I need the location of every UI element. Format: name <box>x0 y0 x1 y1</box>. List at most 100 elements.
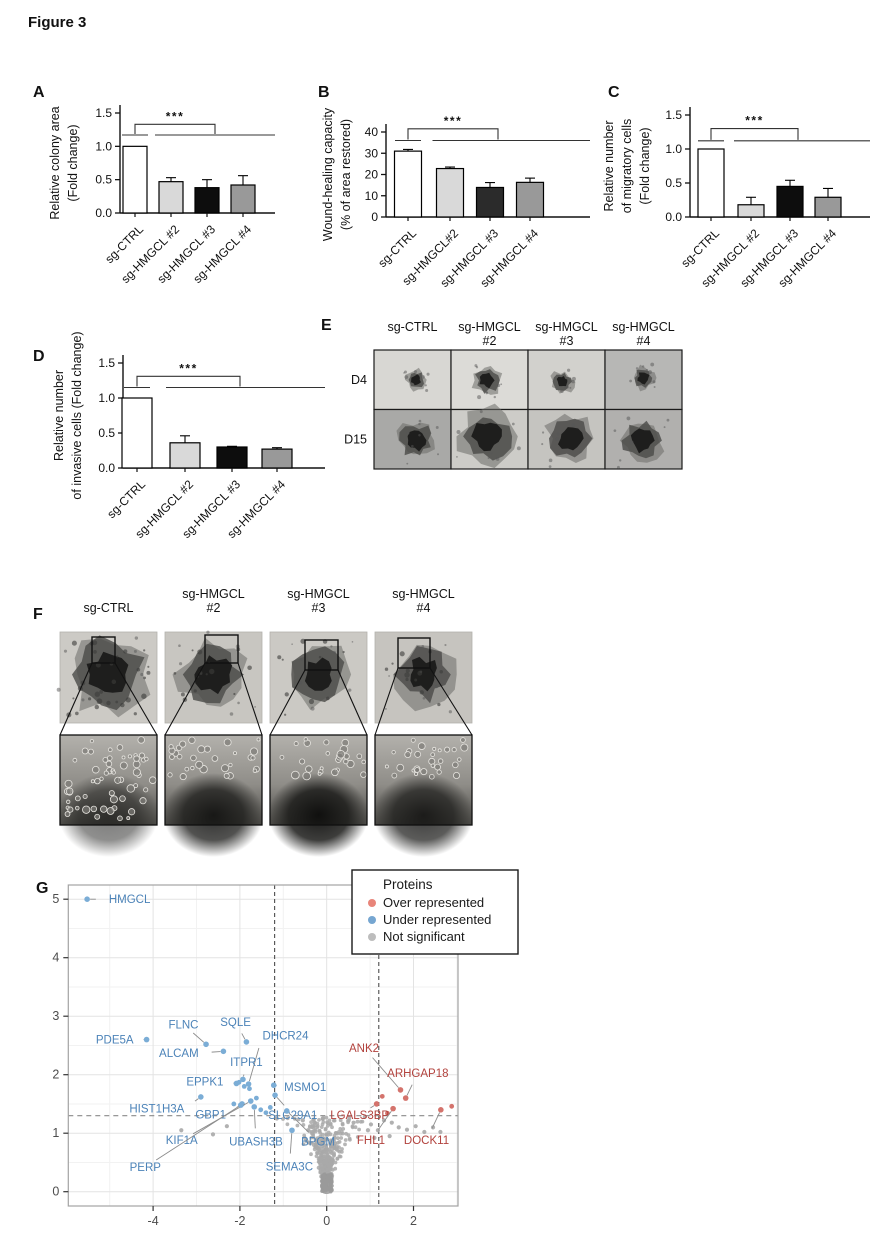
ns-point <box>343 1138 348 1142</box>
f-zoom-cell-bubble <box>414 750 422 758</box>
gene-label-FLNC: FLNC <box>168 1019 198 1031</box>
ns-point <box>318 1131 323 1135</box>
spheroid-speckle <box>332 650 336 654</box>
spheroid-core <box>411 374 421 386</box>
ns-point <box>326 1130 331 1135</box>
f-zoom-cell-bubble <box>343 758 349 765</box>
e-column-header: #3 <box>560 334 574 348</box>
ns-point <box>438 1129 443 1135</box>
f-zoom-cell-bubble <box>331 768 339 777</box>
f-zoom-cell-bubble <box>228 762 233 768</box>
gene-connector-ANK2 <box>372 1057 399 1088</box>
spheroid-speckle <box>426 372 430 376</box>
ns-point <box>323 1182 328 1187</box>
e-column-header: sg-HMGCL <box>612 320 675 334</box>
spheroid-speckle <box>134 636 139 640</box>
f-zoom-cell-bubble <box>420 768 428 776</box>
ns-point <box>312 1117 316 1122</box>
ns-point <box>320 1156 324 1161</box>
f-debris-speckle <box>197 649 203 655</box>
f-zoom-cell-bubble <box>66 799 71 804</box>
bar <box>697 148 725 218</box>
ns-point <box>320 1122 325 1127</box>
spheroid-speckle <box>456 430 461 434</box>
f-zoom-border <box>59 734 158 826</box>
gene-point-HIST1H3A <box>198 1094 204 1100</box>
e-column-header: #4 <box>637 334 651 348</box>
f-column-header: sg-HMGCL <box>287 587 350 601</box>
f-zoom-border <box>269 734 368 826</box>
legend-dot-1 <box>368 916 376 924</box>
panel-G-volcano-plot: HMGCL PDE5A FLNC ALCAM SQLE DHCR24 ITPR1 EPPK1 M… <box>52 869 519 1228</box>
ns-point <box>350 1125 355 1130</box>
spheroid-speckle <box>557 374 561 378</box>
y-tick-label: 5 <box>52 892 59 906</box>
f-inset-connector <box>164 662 206 736</box>
spheroid-speckle <box>133 649 137 653</box>
f-zoom-cell-bubble <box>429 773 435 780</box>
spheroid-speckle <box>456 455 458 458</box>
f-zoom-cell-bubble <box>223 738 232 747</box>
f-zoom-cell-bubble <box>92 765 100 774</box>
f-zoom-cell-bubble <box>87 748 94 755</box>
y-tick-label: 1.0 <box>98 391 115 405</box>
f-zoom-cell-bubble <box>452 761 459 769</box>
f-debris-speckle <box>125 697 131 703</box>
f-zoom-cell-bubble <box>428 757 436 765</box>
ns-point <box>323 1127 328 1132</box>
y-tick-label: 1 <box>52 1126 59 1140</box>
ns-point <box>318 1136 323 1141</box>
spheroid-speckle <box>229 712 234 716</box>
gene-label-SQLE: SQLE <box>220 1017 251 1029</box>
ns-point <box>340 1121 345 1126</box>
ns-point <box>331 1118 336 1123</box>
spheroid-speckle <box>485 391 488 395</box>
ns-point <box>332 1151 336 1155</box>
gene-label-PERP: PERP <box>130 1162 162 1174</box>
ns-point <box>309 1152 313 1157</box>
ns-point <box>322 1178 327 1182</box>
under-represented-point <box>253 1095 259 1101</box>
gene-label-BPGM: BPGM <box>301 1136 335 1148</box>
gene-connector-DHCR24 <box>248 1047 260 1082</box>
gene-point-BPGM <box>283 1108 290 1114</box>
f-zoom-cell-bubble <box>102 757 109 763</box>
spheroid-speckle <box>237 701 240 705</box>
f-debris-speckle <box>414 678 418 682</box>
spheroid-speckle <box>616 465 620 469</box>
f-debris-speckle <box>308 698 315 705</box>
f-debris-speckle <box>281 658 284 661</box>
f-zoom-cell-bubble <box>179 773 187 781</box>
gene-point-ITPR1 <box>240 1076 246 1083</box>
f-debris-speckle <box>136 667 141 672</box>
y-tick-label: 0 <box>52 1185 59 1199</box>
gene-label-SEMA3C: SEMA3C <box>266 1162 313 1174</box>
y-tick-label: 0 <box>371 210 378 224</box>
y-tick-label: 0.5 <box>95 173 112 187</box>
over-represented-point <box>379 1093 385 1099</box>
f-zoom-cell-bubble <box>89 738 95 744</box>
gene-label-SLC29A1: SLC29A1 <box>268 1110 317 1122</box>
ns-point <box>413 1124 418 1129</box>
f-debris-speckle <box>405 677 409 682</box>
f-debris-speckle <box>284 713 287 716</box>
f-zoom-cell-bubble <box>336 750 346 759</box>
f-zoom-cell-bubble <box>190 765 195 771</box>
ns-point <box>332 1153 336 1158</box>
ns-point <box>320 1184 325 1189</box>
f-zoom-cell-bubble <box>432 746 437 751</box>
gene-connector-FLNC <box>192 1032 205 1043</box>
y-tick-label: 1.5 <box>665 108 682 122</box>
bar <box>776 185 804 218</box>
ns-point <box>309 1120 313 1124</box>
ns-point <box>313 1129 318 1134</box>
panel-D-bar-chart: Relative number of invasive cells (Fold c… <box>52 331 325 541</box>
f-inset-box <box>91 636 116 664</box>
gene-point-MSMO1 <box>270 1082 277 1089</box>
bar <box>475 186 505 218</box>
panel-A-bar-chart: Relative colony area (Fold change) 0.0 0.5 1… <box>48 105 275 286</box>
ns-point <box>332 1133 337 1138</box>
ns-point <box>343 1142 347 1147</box>
panel-C-bar-chart: Relative number of migratory cells (Fold c… <box>602 107 870 290</box>
gene-label-LGALS3BP: LGALS3BP <box>330 1110 389 1122</box>
